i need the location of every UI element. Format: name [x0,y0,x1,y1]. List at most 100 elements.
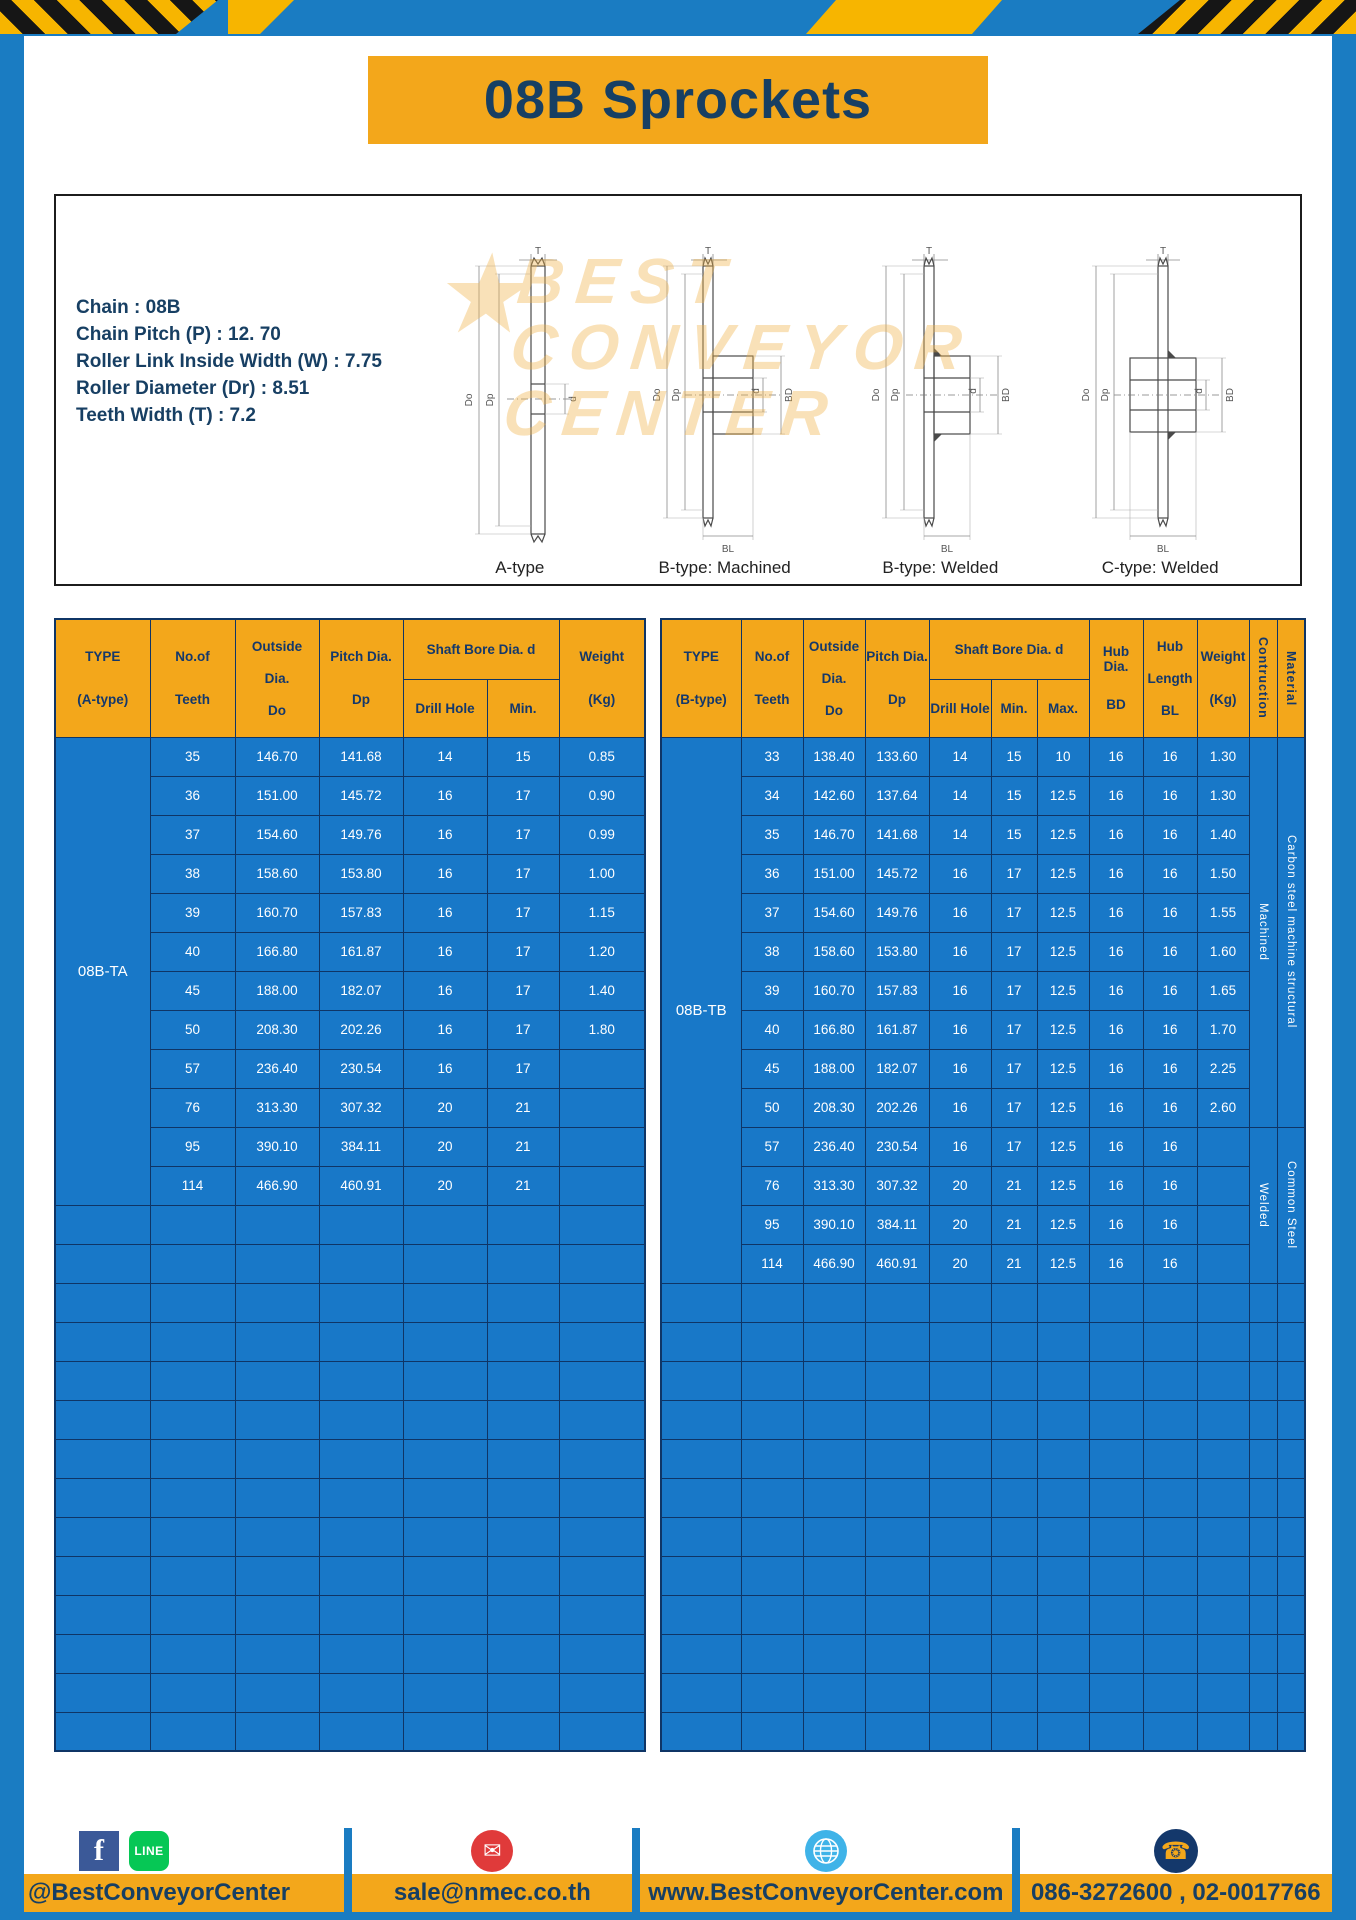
table-cell [1196,1672,1250,1713]
table-cell [54,1555,151,1596]
table-cell [486,1594,560,1635]
empty-row [54,1594,646,1635]
table-cell: 20 [402,1126,488,1167]
table-cell [660,1672,742,1713]
table-row: 40 166.80 161.87 16 17 12.5 16 16 1.70 [661,1009,1305,1050]
table-cell [1088,1633,1144,1674]
table-cell [1276,1555,1306,1596]
dim-label: d [751,388,762,394]
table-cell [558,1711,646,1752]
table-cell [558,1321,646,1362]
table-cell [318,1672,404,1713]
table-cell: 114 [149,1165,236,1206]
table-row: 114 466.90 460.91 20 21 12.5 16 16 [661,1243,1305,1284]
table-row: 50 208.30 202.26 16 17 12.5 16 16 2.60 [661,1087,1305,1128]
table-cell [234,1633,320,1674]
table-cell [558,1438,646,1479]
table-cell [1142,1477,1198,1518]
table-cell: 16 [1142,853,1198,894]
table-cell: 20 [928,1204,992,1245]
table-cell [802,1282,866,1323]
table-cell [234,1399,320,1440]
table-cell [558,1243,646,1284]
table-cell: 236.40 [802,1126,866,1167]
table-cell [54,1243,151,1284]
table-cell [928,1399,992,1440]
col-header-shaft-bore: Shaft Bore Dia. d [928,618,1090,680]
table-cell [1196,1477,1250,1518]
table-cell [740,1399,804,1440]
table-cell: 17 [990,1009,1038,1050]
dim-label: Do [871,388,882,401]
email-address: sale@nmec.co.th [393,1879,591,1906]
table-cell: 16 [1088,775,1144,816]
table-cell [990,1672,1038,1713]
table-cell: 17 [990,892,1038,933]
table-cell [402,1711,488,1752]
b-type-machined-drawing: T Do [652,246,795,555]
table-cell: 17 [486,814,560,855]
figure-b-type-machined: T Do [639,244,811,578]
table-cell [802,1594,866,1635]
table-cell [1196,1555,1250,1596]
table-cell [54,1438,151,1479]
table-cell [660,1321,742,1362]
table-cell: 21 [486,1126,560,1167]
table-cell [402,1438,488,1479]
table-cell [1142,1516,1198,1557]
a-type-drawing: T Do Dp [464,246,579,544]
table-cell [54,1399,151,1440]
table-cell: 138.40 [802,736,866,777]
table-cell [928,1360,992,1401]
table-cell: 114 [740,1243,804,1284]
table-cell: 151.00 [234,775,320,816]
table-cell [54,1321,151,1362]
table-cell [660,1399,742,1440]
dim-label: Do [652,388,663,401]
figure-caption: B-type: Machined [658,558,791,577]
table-cell [1196,1126,1250,1167]
table-cell [558,1360,646,1401]
table-cell [54,1594,151,1635]
table-cell [740,1321,804,1362]
table-cell [558,1165,646,1206]
dim-label: T [1160,246,1166,257]
table-cell [486,1516,560,1557]
table-cell: 142.60 [802,775,866,816]
table-cell: 36 [149,775,236,816]
table-cell: 17 [486,931,560,972]
table-cell [864,1594,930,1635]
figure-c-type-welded: T Do [1070,244,1250,578]
table-cell [740,1711,804,1752]
page-title: 08B Sprockets [368,56,988,144]
table-cell [928,1282,992,1323]
table-cell: 16 [1088,1009,1144,1050]
table-cell [558,1633,646,1674]
table-cell: 40 [149,931,236,972]
dim-label: Do [464,393,475,406]
table-cell [402,1594,488,1635]
table-cell [1276,1516,1306,1557]
table-cell [1196,1711,1250,1752]
dim-label: BL [1157,544,1170,555]
table-cell [318,1321,404,1362]
table-cell [558,1087,646,1128]
table-cell [149,1711,236,1752]
table-cell [928,1633,992,1674]
table-cell [234,1711,320,1752]
table-cell [1036,1282,1090,1323]
material-cell: Common Steel [1276,1126,1306,1284]
table-cell: 16 [402,1009,488,1050]
table-row: 40 166.80 161.87 16 17 1.20 [55,931,646,972]
table-cell: 2.60 [1196,1087,1250,1128]
empty-row [660,1672,1306,1713]
table-cell: 16 [928,1087,992,1128]
table-cell: 1.40 [558,970,646,1011]
footer-website-section: www.BestConveyorCenter.com [632,1828,1012,1912]
col-header-drill-hole: Drill Hole [928,678,992,738]
table-cell [1196,1516,1250,1557]
table-cell [1088,1516,1144,1557]
table-cell [660,1516,742,1557]
table-cell: 14 [402,736,488,777]
table-cell [740,1516,804,1557]
